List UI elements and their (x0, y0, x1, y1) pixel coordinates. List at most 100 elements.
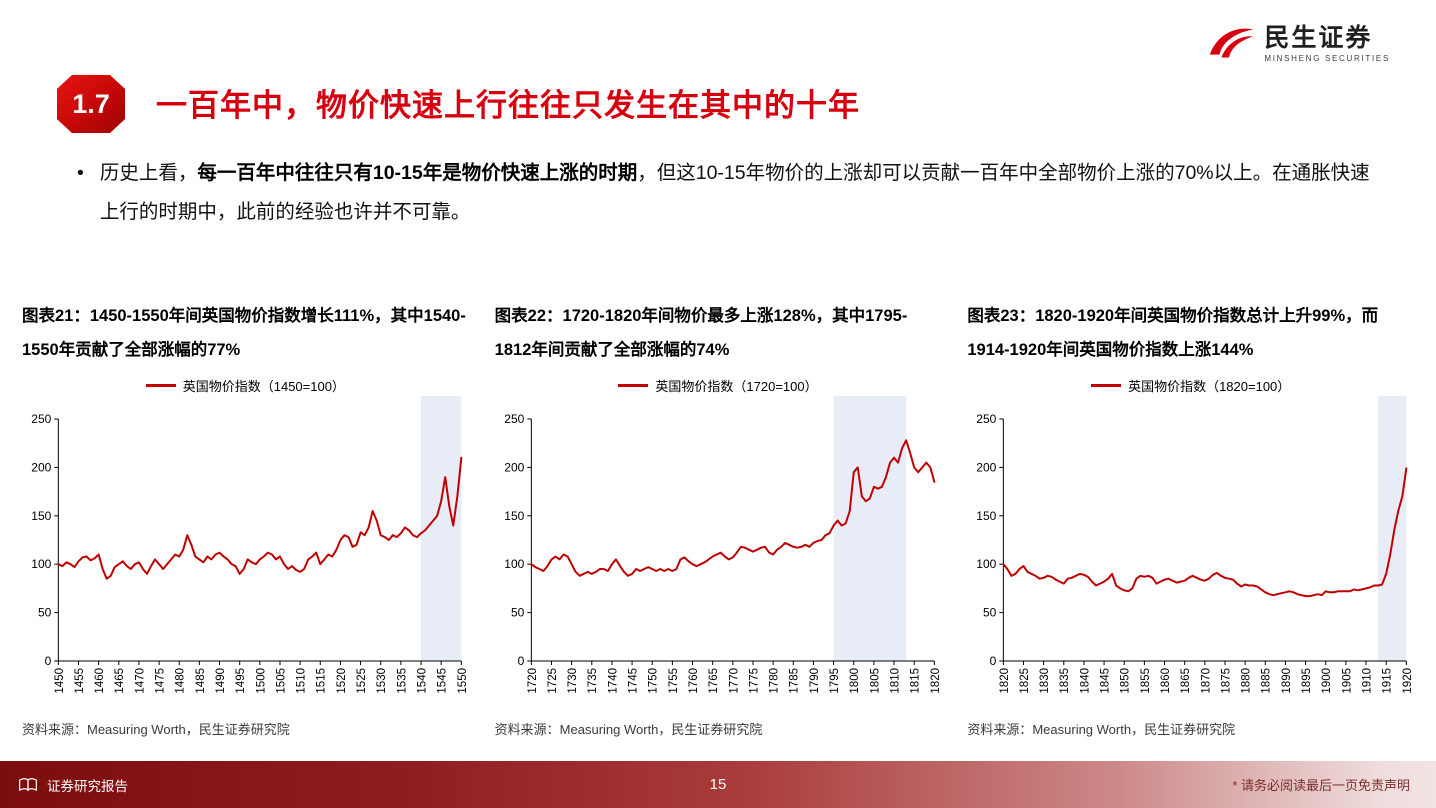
svg-text:1520: 1520 (336, 668, 348, 694)
svg-text:1870: 1870 (1201, 668, 1213, 694)
footer-bar: 证券研究报告 15 * 请务必阅读最后一页免责声明 (0, 761, 1436, 808)
svg-text:1840: 1840 (1080, 668, 1092, 694)
svg-text:1540: 1540 (417, 668, 429, 694)
svg-text:1795: 1795 (829, 668, 841, 694)
svg-text:1460: 1460 (94, 668, 106, 694)
line-chart-uk-price-index-1820-1920: 0 50 100 150 200 250 1820 1825 1830 1835 1840 1845 1… (977, 396, 1414, 694)
svg-text:1535: 1535 (396, 668, 408, 694)
svg-text:1510: 1510 (296, 668, 308, 694)
source-note-22: 资料来源：Measuring Worth，民生证券研究院 (494, 722, 763, 737)
svg-text:1780: 1780 (768, 668, 780, 694)
charts-row: 图表21：1450-1550年间英国物价指数增长111%，其中1540-1550… (22, 300, 1414, 738)
svg-text:1550: 1550 (457, 668, 469, 694)
page-number: 15 (709, 776, 727, 793)
svg-text:1735: 1735 (587, 668, 599, 694)
svg-text:1740: 1740 (607, 668, 619, 694)
svg-text:1455: 1455 (74, 668, 86, 694)
svg-text:1785: 1785 (788, 668, 800, 694)
svg-text:150: 150 (977, 509, 997, 523)
svg-text:1860: 1860 (1160, 668, 1172, 694)
bullet-text-normal-2: ，但这10-15年物价的上涨却可以贡献一百年中全部物价上涨的70%以上。在通胀快… (99, 162, 1370, 223)
svg-text:1825: 1825 (1019, 668, 1031, 694)
legend-line-swatch (618, 384, 649, 387)
source-note-23: 资料来源：Measuring Worth，民生证券研究院 (967, 722, 1236, 737)
svg-text:100: 100 (504, 557, 524, 571)
logo-text: 民生证券 MINSHENG SECURITIES (1264, 23, 1390, 64)
svg-text:100: 100 (977, 557, 997, 571)
svg-text:1745: 1745 (627, 668, 639, 694)
svg-text:1835: 1835 (1060, 668, 1072, 694)
svg-text:1500: 1500 (255, 668, 267, 694)
svg-text:1790: 1790 (809, 668, 821, 694)
svg-text:1545: 1545 (437, 668, 449, 694)
svg-text:1805: 1805 (869, 668, 881, 694)
svg-text:1865: 1865 (1180, 668, 1192, 694)
bullet-text-normal-1: 历史上看， (99, 162, 198, 184)
svg-text:0: 0 (45, 654, 52, 668)
chart-panel-21: 图表21：1450-1550年间英国物价指数增长111%，其中1540-1550… (22, 300, 469, 738)
svg-text:1900: 1900 (1322, 668, 1334, 694)
section-number-badge: 1.7 (57, 75, 125, 133)
chart-title-21: 图表21：1450-1550年间英国物价指数增长111%，其中1540-1550… (22, 307, 466, 359)
svg-text:200: 200 (504, 460, 524, 474)
svg-text:1725: 1725 (547, 668, 559, 694)
svg-text:1490: 1490 (215, 668, 227, 694)
svg-text:1485: 1485 (195, 668, 207, 694)
svg-text:1505: 1505 (275, 668, 287, 694)
svg-text:50: 50 (983, 606, 997, 620)
svg-text:250: 250 (977, 412, 997, 426)
svg-text:0: 0 (990, 654, 997, 668)
svg-text:1915: 1915 (1382, 668, 1394, 694)
book-icon (19, 777, 37, 791)
svg-text:50: 50 (38, 606, 52, 620)
svg-text:250: 250 (31, 412, 51, 426)
svg-text:1905: 1905 (1342, 668, 1354, 694)
source-note-21: 资料来源：Measuring Worth，民生证券研究院 (22, 722, 290, 737)
bullet-text-bold: 每一百年中往往只有10-15年是物价快速上涨的时期 (197, 162, 638, 184)
svg-text:1475: 1475 (155, 668, 167, 694)
svg-text:1450: 1450 (54, 668, 66, 694)
chart-legend-21: 英国物价指数（1450=100） (22, 376, 469, 395)
bullet-text: 历史上看，每一百年中往往只有10-15年是物价快速上涨的时期，但这10-15年物… (100, 154, 1377, 232)
svg-text:1895: 1895 (1301, 668, 1313, 694)
line-chart-uk-price-index-1450-1550: 0 50 100 150 200 250 1450 1455 1460 1465 1470 1475 1… (31, 396, 469, 694)
footer-left-label: 证券研究报告 (47, 778, 128, 794)
svg-text:1465: 1465 (114, 668, 126, 694)
svg-text:1885: 1885 (1261, 668, 1273, 694)
footer-report-type: 证券研究报告 (0, 775, 128, 795)
svg-text:1775: 1775 (748, 668, 760, 694)
svg-text:1720: 1720 (527, 668, 539, 694)
logo-subtitle: MINSHENG SECURITIES (1264, 54, 1390, 64)
svg-text:1920: 1920 (1402, 668, 1414, 694)
svg-text:1750: 1750 (647, 668, 659, 694)
svg-text:200: 200 (31, 460, 51, 474)
chart-legend-23: 英国物价指数（1820=100） (967, 376, 1414, 395)
chart-panel-23: 图表23：1820-1920年间英国物价指数总计上升99%，而1914-1920… (967, 300, 1414, 738)
svg-text:150: 150 (504, 509, 524, 523)
svg-text:150: 150 (31, 509, 51, 523)
svg-text:250: 250 (504, 412, 524, 426)
svg-text:1850: 1850 (1120, 668, 1132, 694)
logo-name: 民生证券 (1264, 23, 1373, 52)
svg-text:1830: 1830 (1039, 668, 1051, 694)
chart-panel-22: 图表22：1720-1820年间物价最多上涨128%，其中1795-1812年间… (495, 300, 942, 738)
svg-text:1755: 1755 (668, 668, 680, 694)
svg-text:0: 0 (517, 654, 524, 668)
svg-text:1730: 1730 (567, 668, 579, 694)
legend-label: 英国物价指数（1820=100） (1128, 379, 1291, 394)
svg-text:1765: 1765 (708, 668, 720, 694)
svg-text:1880: 1880 (1241, 668, 1253, 694)
svg-text:1820: 1820 (930, 668, 942, 694)
svg-text:1890: 1890 (1281, 668, 1293, 694)
line-chart-uk-price-index-1720-1820: 0 50 100 150 200 250 1720 1725 1730 1735 1740 1745 1… (504, 396, 942, 694)
svg-text:50: 50 (511, 606, 525, 620)
bullet-marker: • (77, 162, 84, 184)
svg-text:1515: 1515 (316, 668, 328, 694)
logo-icon (1210, 28, 1254, 58)
svg-text:1525: 1525 (356, 668, 368, 694)
chart-title-23: 图表23：1820-1920年间英国物价指数总计上升99%，而1914-1920… (967, 307, 1379, 359)
svg-text:1815: 1815 (909, 668, 921, 694)
legend-label: 英国物价指数（1720=100） (655, 379, 818, 394)
legend-line-swatch (1091, 384, 1122, 387)
